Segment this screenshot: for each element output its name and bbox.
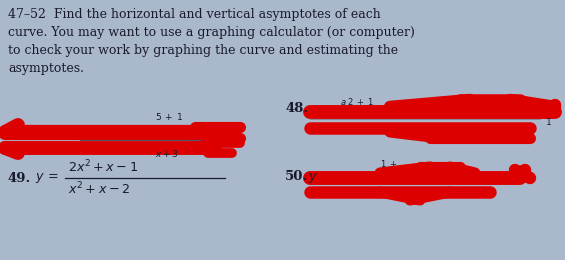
Text: $1$: $1$ — [545, 116, 552, 127]
Text: $y$: $y$ — [308, 171, 318, 185]
Text: $2x^2 + x - 1$: $2x^2 + x - 1$ — [68, 159, 138, 175]
Text: 48.: 48. — [285, 102, 308, 115]
Text: $a\;2\;+\;1$: $a\;2\;+\;1$ — [340, 96, 374, 107]
Text: $1\;+$: $1\;+$ — [380, 158, 397, 169]
Text: $5\;+\;1$: $5\;+\;1$ — [155, 111, 184, 122]
Text: 47–52  Find the horizontal and vertical asymptotes of each
curve. You may want t: 47–52 Find the horizontal and vertical a… — [8, 8, 415, 75]
Text: $y\,=$: $y\,=$ — [35, 171, 59, 185]
Text: 50.: 50. — [285, 170, 308, 183]
Text: 49.: 49. — [8, 172, 31, 185]
Text: $x + 3$: $x + 3$ — [155, 148, 179, 159]
Text: $x^2 + x - 2$: $x^2 + x - 2$ — [68, 181, 130, 197]
